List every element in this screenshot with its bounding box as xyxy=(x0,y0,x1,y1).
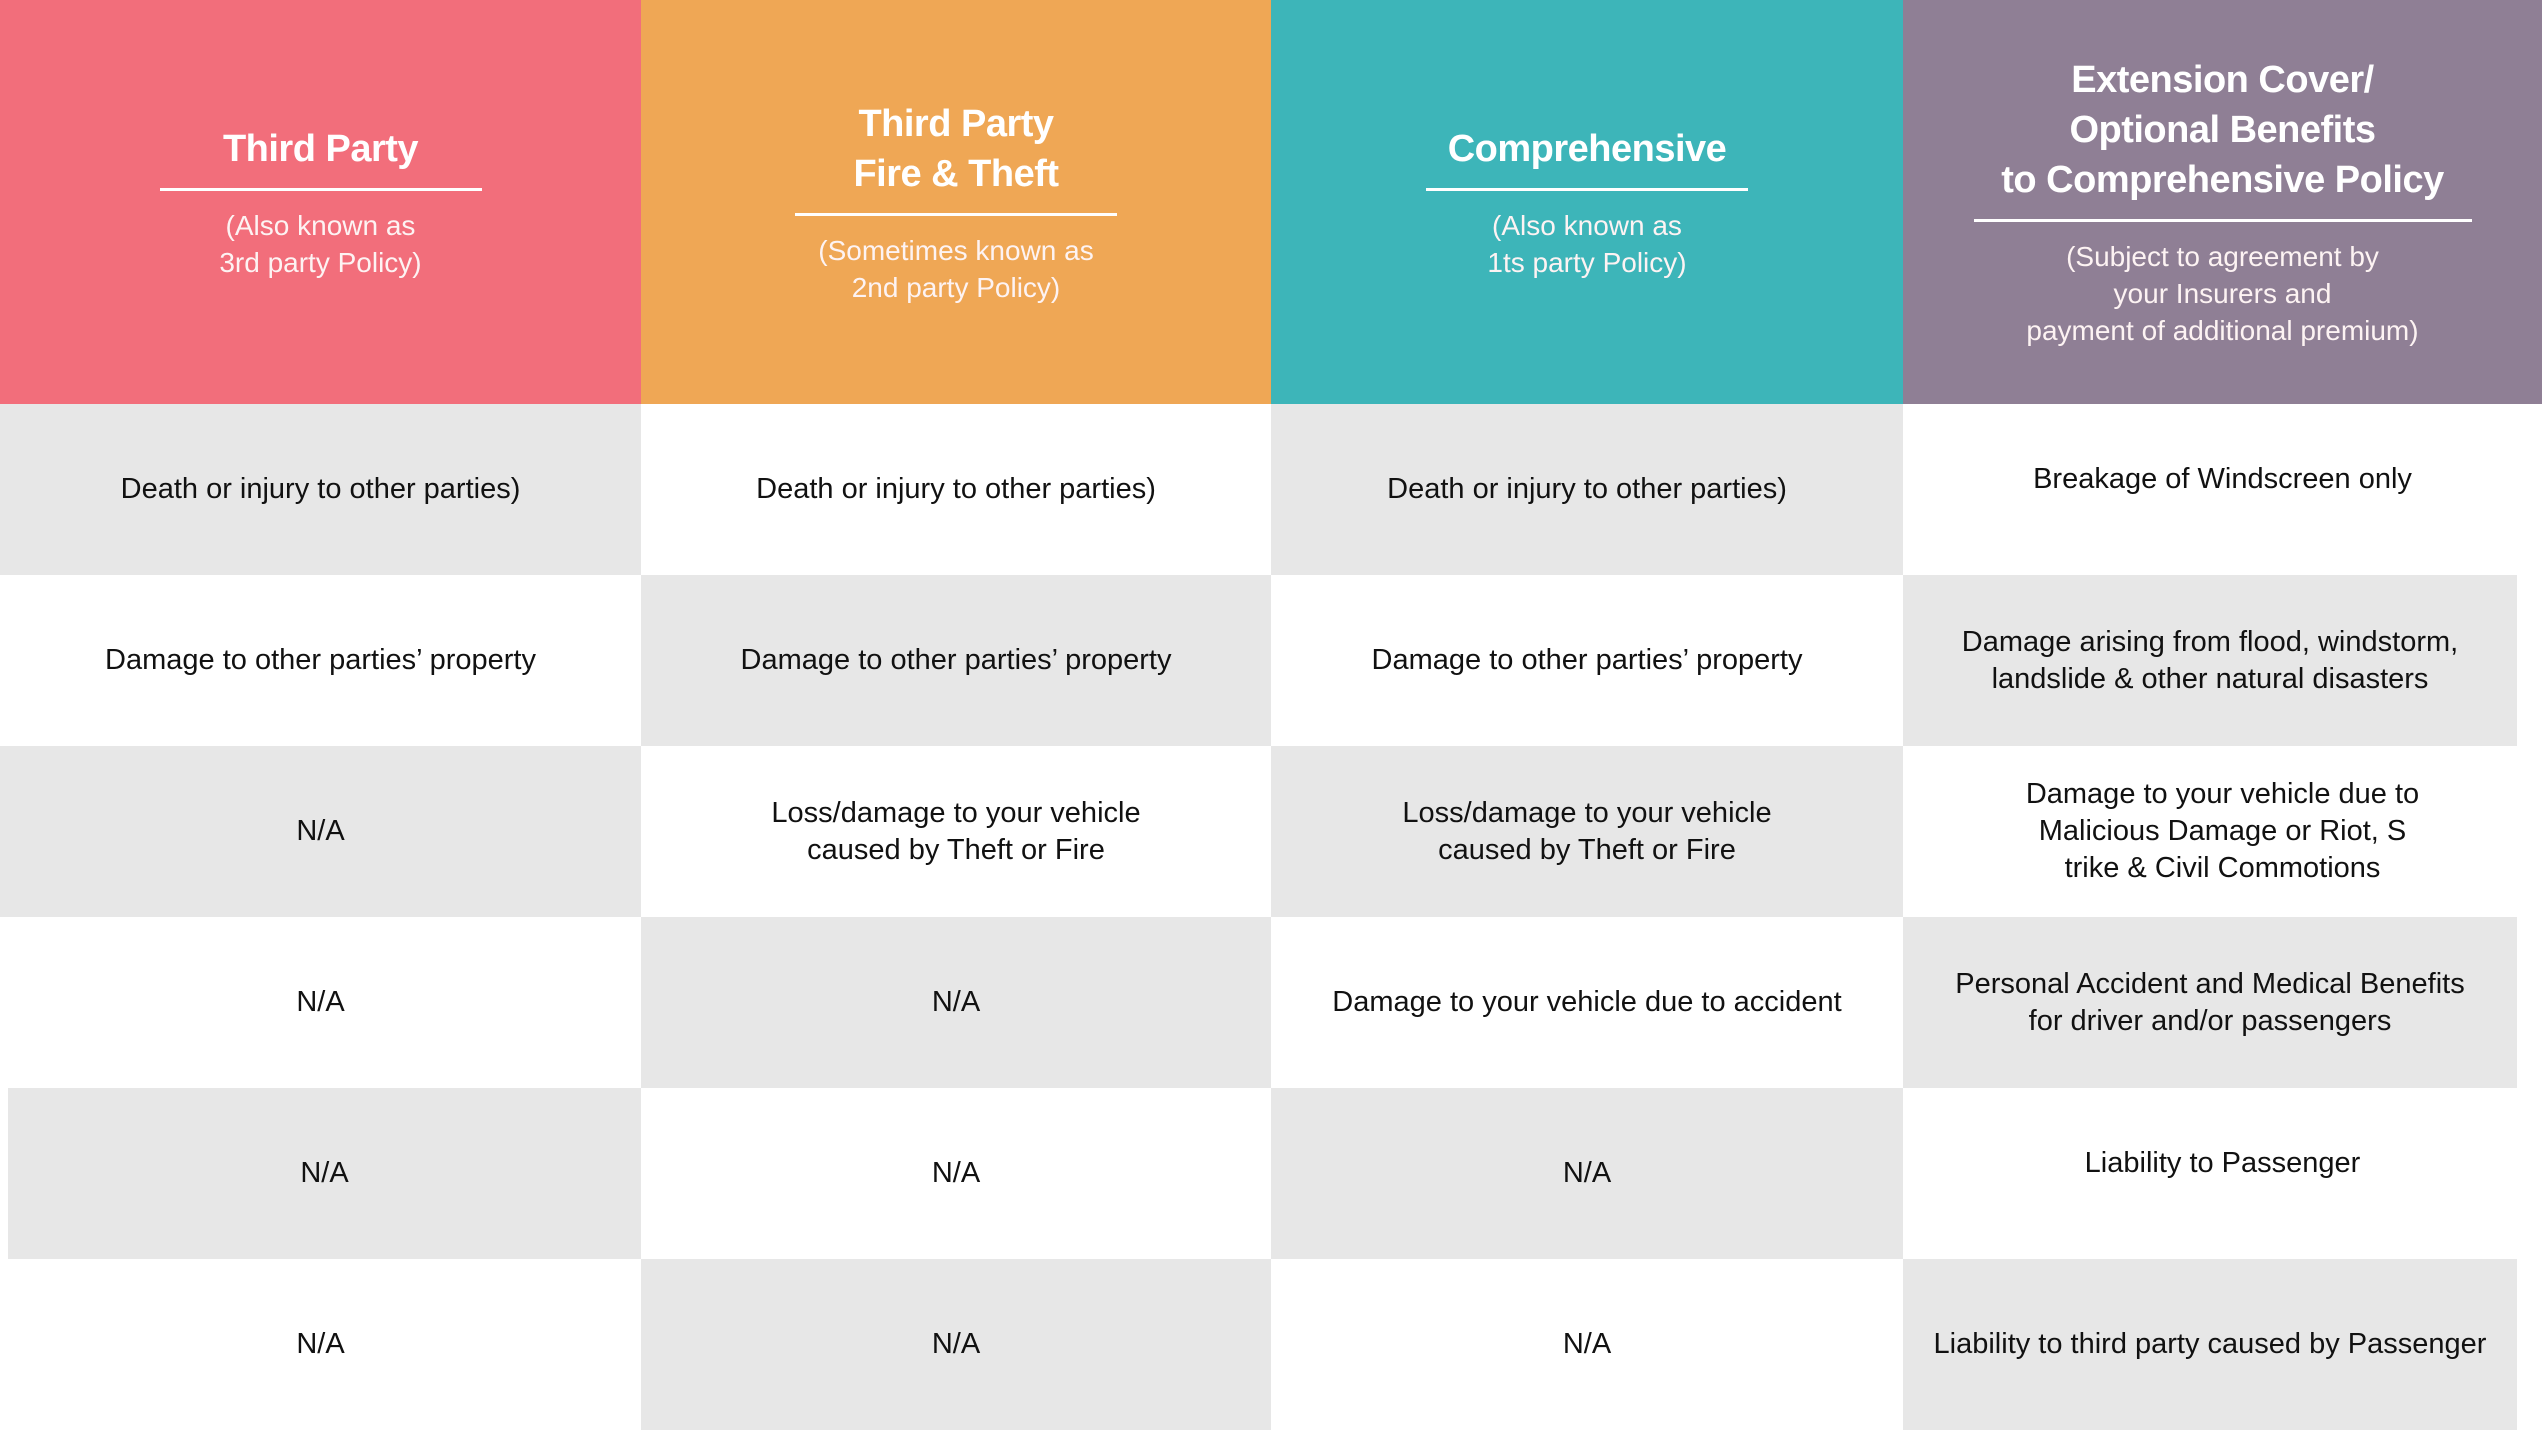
table-cell: Damage to other parties’ property xyxy=(641,575,1271,746)
cell-text: Damage to other parties’ property xyxy=(1371,644,1803,676)
subtitle-line: payment of additional premium) xyxy=(2026,315,2419,346)
cell-text: Death or injury to other parties) xyxy=(756,473,1156,505)
table-body: Death or injury to other parties) Death o… xyxy=(0,404,2542,1430)
table-cell: Personal Accident and Medical Benefits f… xyxy=(1903,917,2517,1088)
title-line: to Comprehensive Policy xyxy=(2001,159,2444,201)
column-subtitle: (Also known as 1ts party Policy) xyxy=(1487,207,1686,281)
cell-text: Damage to your vehicle due to Malicious … xyxy=(2025,778,2420,884)
table-cell: N/A xyxy=(1271,1088,1903,1259)
cell-text: Personal Accident and Medical Benefits f… xyxy=(1955,967,2465,1037)
cell-text: Damage to other parties’ property xyxy=(105,644,536,676)
table-row: Death or injury to other parties) Death o… xyxy=(0,404,2542,575)
title-line: Fire & Theft xyxy=(853,152,1059,195)
title-line: Third Party xyxy=(222,127,419,170)
table-cell: Liability to Passenger xyxy=(1903,1088,2542,1259)
title-line: Optional Benefits xyxy=(2069,109,2376,151)
table-cell: Liability to third party caused by Passe… xyxy=(1903,1259,2517,1430)
table-row: N/A N/A N/A Liability to Passenger xyxy=(0,1088,2542,1259)
header-fire-theft: Third Party Fire & Theft (Sometimes know… xyxy=(641,0,1271,404)
subtitle-line: (Subject to agreement by xyxy=(2066,241,2379,272)
table-cell: N/A xyxy=(0,917,641,1088)
table-row: Damage to other parties’ property Damage … xyxy=(0,575,2542,746)
cell-text: Breakage of Windscreen only xyxy=(2033,463,2412,495)
divider xyxy=(159,187,482,191)
table-cell: N/A xyxy=(641,917,1271,1088)
column-title: Third Party Fire & Theft xyxy=(853,99,1059,199)
header-row: Third Party (Also known as 3rd party Pol… xyxy=(0,0,2542,404)
table-cell: N/A xyxy=(0,746,641,917)
subtitle-line: (Also known as xyxy=(1492,209,1682,241)
divider xyxy=(795,212,1117,216)
subtitle-line: 1ts party Policy) xyxy=(1487,246,1687,278)
table-cell: N/A xyxy=(641,1259,1271,1430)
table-cell: Death or injury to other parties) xyxy=(641,404,1271,575)
cell-text: Damage to other parties’ property xyxy=(740,644,1172,676)
table-cell: Death or injury to other parties) xyxy=(1271,404,1903,575)
cell-text: N/A xyxy=(296,1328,345,1360)
header-extension-cover: Extension Cover/ Optional Benefits to Co… xyxy=(1903,0,2542,404)
column-title: Comprehensive xyxy=(1448,124,1727,174)
cell-text: N/A xyxy=(296,815,345,847)
subtitle-line: 2nd party Policy) xyxy=(851,271,1061,303)
table-row: N/A N/A Damage to your vehicle due to acci… xyxy=(0,917,2542,1088)
cell-text: N/A xyxy=(931,1157,981,1189)
table-cell: Loss/damage to your vehicle caused by Th… xyxy=(641,746,1271,917)
table-cell: Breakage of Windscreen only xyxy=(1903,404,2542,575)
table-cell: N/A xyxy=(8,1088,641,1259)
table-row: N/A Loss/damage to your vehicle caused by… xyxy=(0,746,2542,917)
cell-text: N/A xyxy=(931,986,981,1018)
cell-text: Liability to Passenger xyxy=(2084,1147,2361,1179)
header-comprehensive: Comprehensive (Also known as 1ts party P… xyxy=(1271,0,1903,404)
table-cell: Damage to other parties’ property xyxy=(0,575,641,746)
divider xyxy=(1973,219,2472,222)
cell-text: N/A xyxy=(296,986,345,1018)
table-cell: Loss/damage to your vehicle caused by Th… xyxy=(1271,746,1903,917)
cell-text: Damage arising from flood, windstorm, la… xyxy=(1961,625,2459,695)
cell-text: Damage to your vehicle due to accident xyxy=(1332,986,1842,1018)
cell-text: N/A xyxy=(1562,1328,1612,1360)
cell-text: N/A xyxy=(931,1328,981,1360)
table-cell: Damage to other parties’ property xyxy=(1271,575,1903,746)
cell-text: Loss/damage to your vehicle caused by Th… xyxy=(1402,796,1772,866)
cell-text: Death or injury to other parties) xyxy=(120,473,521,505)
column-subtitle: (Sometimes known as 2nd party Policy) xyxy=(818,232,1093,306)
cell-text: Death or injury to other parties) xyxy=(1387,473,1787,505)
cell-text: N/A xyxy=(1562,1157,1612,1189)
subtitle-line: (Sometimes known as xyxy=(818,234,1094,266)
table-cell: Damage to your vehicle due to accident xyxy=(1271,917,1903,1088)
column-subtitle: (Also known as 3rd party Policy) xyxy=(219,207,421,281)
header-third-party: Third Party (Also known as 3rd party Pol… xyxy=(0,0,641,404)
cell-text: Liability to third party caused by Passe… xyxy=(1933,1328,2487,1360)
cell-text: Loss/damage to your vehicle caused by Th… xyxy=(771,796,1141,866)
divider xyxy=(1426,187,1748,191)
table-row: N/A N/A N/A Liability to third party caused… xyxy=(0,1259,2542,1430)
table-cell: N/A xyxy=(1271,1259,1903,1430)
table-cell: Damage arising from flood, windstorm, la… xyxy=(1903,575,2517,746)
title-line: Third Party xyxy=(858,102,1054,145)
column-subtitle: (Subject to agreement by your Insurers a… xyxy=(2026,238,2418,349)
title-line: Comprehensive xyxy=(1447,127,1727,170)
title-line: Extension Cover/ xyxy=(2071,59,2374,101)
table-cell: N/A xyxy=(641,1088,1271,1259)
subtitle-line: (Also known as xyxy=(225,209,416,241)
table-cell: Damage to your vehicle due to Malicious … xyxy=(1903,746,2542,917)
table-cell: Death or injury to other parties) xyxy=(0,404,641,575)
column-title: Extension Cover/ Optional Benefits to Co… xyxy=(2001,55,2444,205)
cell-text: N/A xyxy=(300,1157,349,1189)
column-title: Third Party xyxy=(222,124,419,174)
subtitle-line: your Insurers and xyxy=(2113,278,2332,309)
table-cell: N/A xyxy=(0,1259,641,1430)
subtitle-line: 3rd party Policy) xyxy=(219,246,422,278)
